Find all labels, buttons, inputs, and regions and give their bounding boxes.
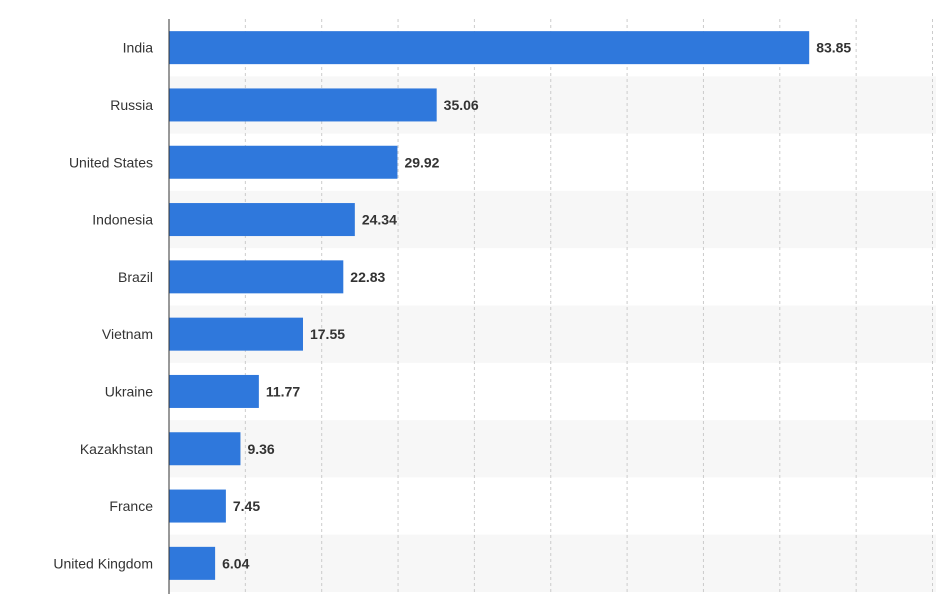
row-stripes xyxy=(169,76,936,592)
bar xyxy=(169,203,355,237)
bar xyxy=(169,145,398,179)
value-label: 11.77 xyxy=(266,383,300,399)
bar xyxy=(169,546,216,580)
value-label: 7.45 xyxy=(233,498,260,514)
category-label: Russia xyxy=(110,97,153,113)
category-label: United Kingdom xyxy=(53,555,153,571)
bar xyxy=(169,88,437,122)
value-label: 29.92 xyxy=(404,154,439,170)
bar xyxy=(169,31,810,65)
value-label: 22.83 xyxy=(350,269,385,285)
bar xyxy=(169,374,259,408)
value-label: 17.55 xyxy=(310,326,345,342)
bar xyxy=(169,260,344,294)
category-label: United States xyxy=(69,154,153,170)
row-stripe xyxy=(169,420,936,478)
bar xyxy=(169,489,226,523)
category-label: Kazakhstan xyxy=(80,441,153,457)
category-label: Indonesia xyxy=(92,212,153,228)
value-label: 83.85 xyxy=(816,40,851,56)
category-labels: India Russia United States Indonesia Brazil V… xyxy=(53,40,153,572)
category-label: Ukraine xyxy=(105,383,153,399)
category-label: Vietnam xyxy=(102,326,153,342)
bars xyxy=(169,31,810,580)
category-label: Brazil xyxy=(118,269,153,285)
value-label: 6.04 xyxy=(222,555,249,571)
category-label: France xyxy=(109,498,153,514)
value-label: 9.36 xyxy=(247,441,274,457)
row-stripe xyxy=(169,534,936,592)
value-label: 24.34 xyxy=(362,212,397,228)
bar xyxy=(169,432,241,466)
value-labels: 83.85 35.06 29.92 24.34 22.83 17.55 11.77 9.36 7… xyxy=(222,40,851,572)
category-label: India xyxy=(123,40,154,56)
value-label: 35.06 xyxy=(444,97,479,113)
bar xyxy=(169,317,303,351)
